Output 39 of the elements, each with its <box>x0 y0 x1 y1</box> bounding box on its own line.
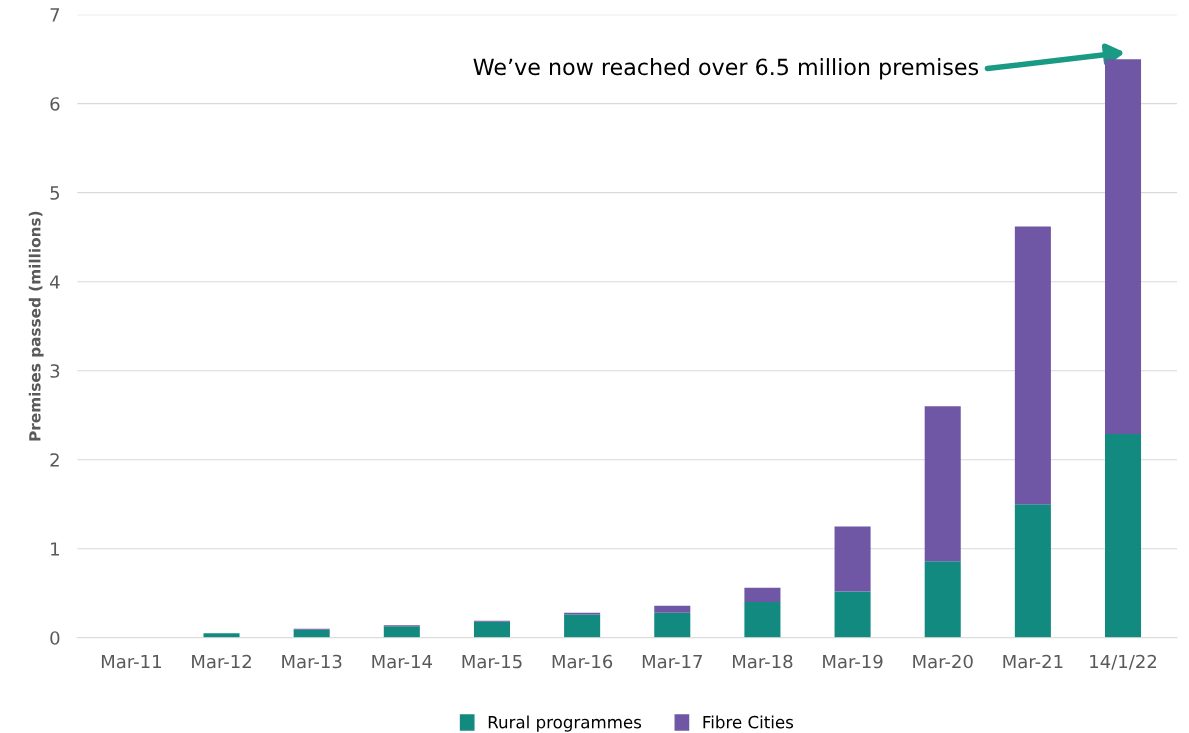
x-tick-label: Mar-16 <box>552 654 613 669</box>
bar <box>203 633 240 638</box>
bar <box>654 612 691 638</box>
x-tick-label: Mar-14 <box>372 654 433 669</box>
x-tick-label: Mar-12 <box>192 654 251 669</box>
bar <box>744 587 781 603</box>
bar <box>564 614 601 638</box>
annotation: We’ve now reached over 6.5 million premises <box>473 58 979 80</box>
x-tick-label: Mar-15 <box>462 654 522 669</box>
x-tick-label: Mar-19 <box>823 654 883 669</box>
bar <box>473 621 510 638</box>
bar <box>924 561 961 638</box>
x-tick-label: 14/1/22 <box>1090 654 1157 670</box>
y-tick-label: 6 <box>50 97 60 111</box>
x-tick-label: Mar-20 <box>913 654 973 669</box>
y-axis-title: Premises passed (millions) <box>28 211 44 441</box>
bar <box>383 626 420 638</box>
y-tick-label: 2 <box>50 453 59 467</box>
y-tick-label: 0 <box>50 631 60 645</box>
legend-label: Fibre Cities <box>703 715 794 729</box>
bar <box>834 526 871 592</box>
x-tick-label: Mar-21 <box>1003 654 1063 669</box>
bar <box>924 406 961 562</box>
legend-label: Rural programmes <box>488 715 642 732</box>
bar <box>834 591 871 638</box>
x-tick-label: Mar-17 <box>642 654 702 669</box>
y-tick-label: 1 <box>51 542 59 556</box>
bar <box>744 602 781 638</box>
bar <box>654 605 691 613</box>
x-tick-label: Mar-11 <box>101 654 161 669</box>
y-tick-label: 5 <box>50 186 60 200</box>
y-tick-label: 7 <box>50 8 60 22</box>
x-tick-label: Mar-18 <box>732 654 793 669</box>
bar <box>1014 504 1051 638</box>
y-tick-label: 3 <box>50 364 60 378</box>
bar <box>1104 433 1142 638</box>
x-tick-label: Mar-13 <box>282 654 342 669</box>
bar <box>1014 226 1051 505</box>
y-tick-label: 4 <box>50 275 60 289</box>
